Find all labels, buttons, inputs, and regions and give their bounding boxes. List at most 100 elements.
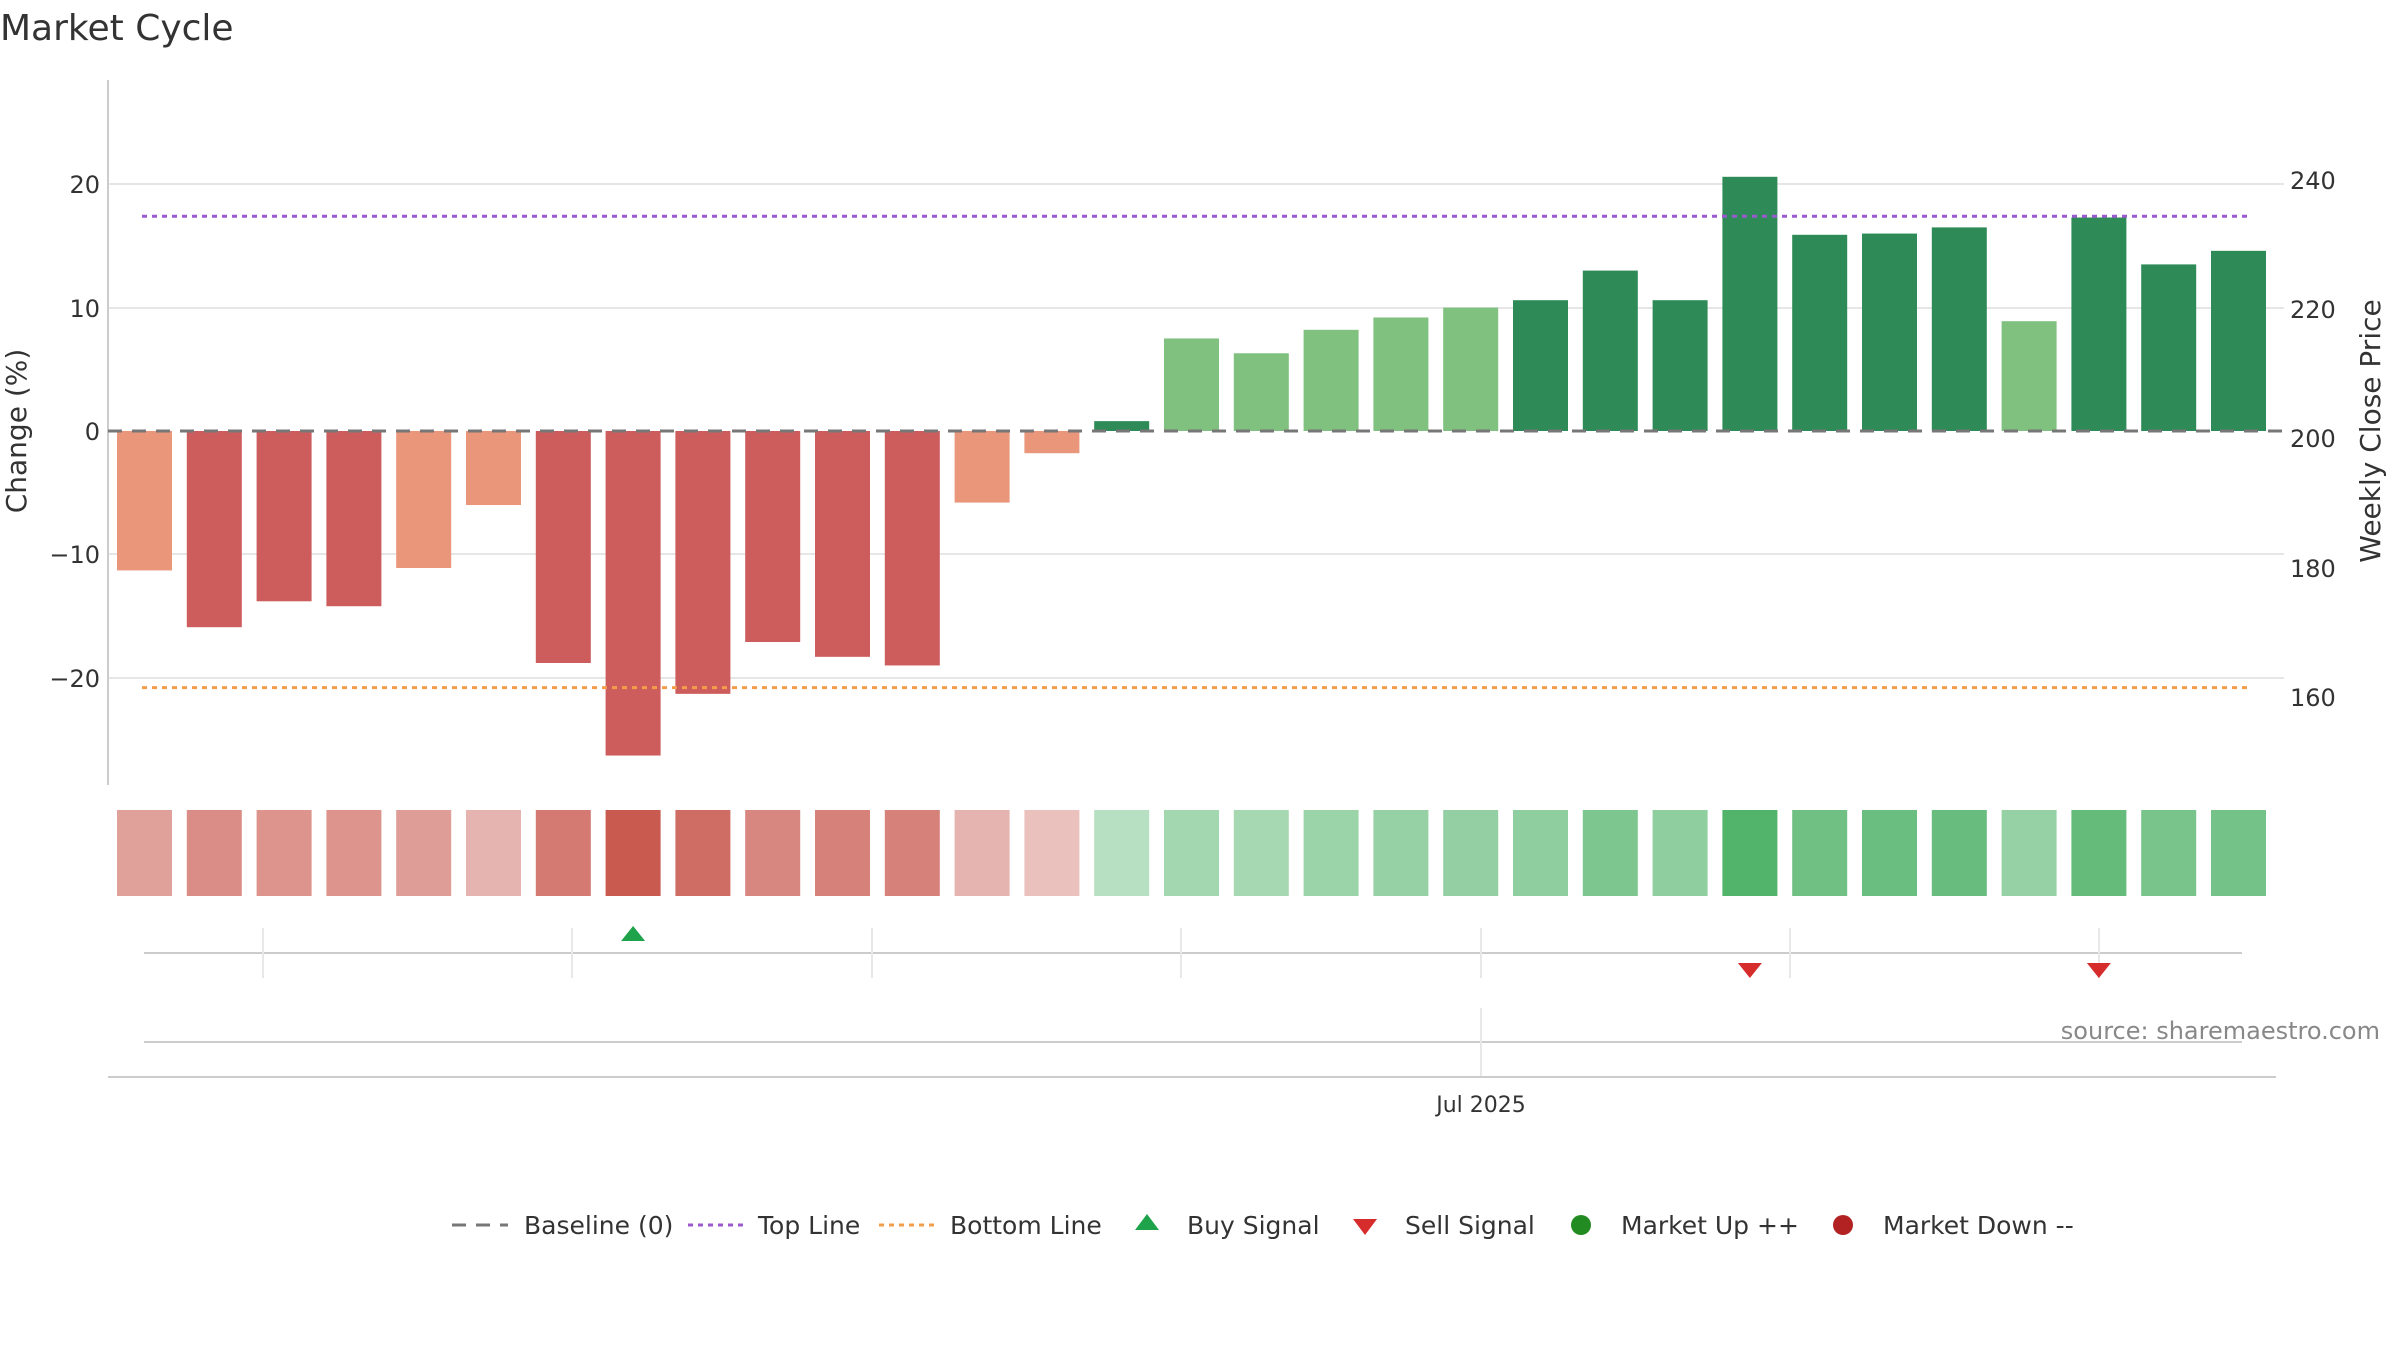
triangle-up-icon — [1135, 1214, 1159, 1230]
bar — [1164, 338, 1219, 431]
heat-cell — [605, 810, 661, 896]
buy-signal-marker — [621, 926, 646, 941]
heat-cell — [1792, 810, 1848, 896]
heat-cell — [1443, 810, 1499, 896]
sell-signal-marker — [1737, 963, 1762, 978]
right-axis: 240 220 200 180 160 Weekly Close Price — [2290, 167, 2387, 712]
bar — [466, 431, 521, 506]
market-strip: source: sharemaestro.com — [144, 1008, 2380, 1078]
bar — [186, 431, 242, 628]
left-tick-label: 10 — [69, 295, 100, 323]
heat-cell — [326, 810, 382, 896]
bar — [2071, 217, 2127, 431]
legend-label: Market Up ++ — [1621, 1211, 1799, 1240]
right-tick-label: 220 — [2290, 296, 2336, 324]
source-label: source: sharemaestro.com — [2061, 1017, 2380, 1045]
bar — [1024, 431, 1080, 454]
right-tick-label: 180 — [2290, 555, 2336, 583]
bar — [1792, 234, 1848, 431]
legend-label: Bottom Line — [950, 1211, 1102, 1240]
signal-markers — [621, 926, 2111, 978]
legend-item-market-down: Market Down -- — [1833, 1211, 2074, 1240]
heat-cell — [117, 810, 172, 896]
chart-title: Market Cycle — [0, 8, 234, 49]
bar — [1233, 353, 1289, 431]
bar — [1582, 270, 1638, 431]
bar — [815, 431, 870, 657]
left-tick-label: 20 — [69, 171, 100, 199]
bar — [1513, 300, 1568, 431]
legend-label: Market Down -- — [1883, 1211, 2074, 1240]
bar — [1443, 307, 1499, 431]
heat-cell — [1722, 810, 1778, 896]
heat-cell — [954, 810, 1010, 896]
legend-item-baseline: Baseline (0) — [452, 1211, 673, 1240]
heat-cell — [466, 810, 521, 896]
grid-lines — [108, 183, 2284, 679]
bar — [884, 431, 940, 666]
heat-cell — [1582, 810, 1638, 896]
triangle-down-icon — [1353, 1219, 1377, 1235]
legend-label: Baseline (0) — [524, 1211, 673, 1240]
left-axis-title: Change (%) — [0, 349, 33, 514]
right-axis-title: Weekly Close Price — [2354, 299, 2387, 562]
left-tick-label: −10 — [49, 541, 100, 569]
heat-cell — [256, 810, 312, 896]
left-tick-label: −20 — [49, 665, 100, 693]
bar — [954, 431, 1010, 503]
legend-label: Top Line — [757, 1211, 860, 1240]
strength-heat-strip — [117, 810, 2266, 896]
legend-item-market-up: Market Up ++ — [1571, 1211, 1799, 1240]
legend: Baseline (0) Top Line Bottom Line Buy Si… — [452, 1211, 2074, 1240]
bar — [2001, 321, 2057, 431]
heat-cell — [396, 810, 452, 896]
heat-cell — [815, 810, 870, 896]
heat-cell — [1513, 810, 1568, 896]
heat-cell — [1373, 810, 1429, 896]
right-tick-label: 240 — [2290, 167, 2336, 195]
heat-cell — [186, 810, 242, 896]
bar — [1373, 317, 1429, 431]
heat-cell — [2211, 810, 2266, 896]
heat-cell — [675, 810, 731, 896]
bar — [1931, 227, 1987, 431]
right-tick-label: 200 — [2290, 425, 2336, 453]
heat-cell — [884, 810, 940, 896]
signal-strip — [144, 926, 2242, 978]
bar — [1722, 176, 1778, 431]
left-axis: 20 10 0 −10 −20 Change (%) — [0, 171, 100, 693]
legend-label: Sell Signal — [1405, 1211, 1535, 1240]
bar-series — [117, 176, 2266, 756]
heat-cell — [1303, 810, 1359, 896]
heat-cell — [1094, 810, 1150, 896]
bar — [605, 431, 661, 756]
heat-cell — [2001, 810, 2057, 896]
bar — [745, 431, 801, 643]
bar — [1652, 300, 1708, 431]
heat-cell — [2141, 810, 2197, 896]
heat-cell — [1931, 810, 1987, 896]
bar — [1303, 329, 1359, 431]
legend-item-buy-signal: Buy Signal — [1135, 1211, 1320, 1240]
legend-item-top-line: Top Line — [688, 1211, 860, 1240]
heat-cell — [1024, 810, 1080, 896]
bar — [1862, 233, 1917, 431]
legend-item-bottom-line: Bottom Line — [879, 1211, 1102, 1240]
bar — [326, 431, 382, 607]
heat-cell — [2071, 810, 2127, 896]
bar — [2211, 250, 2266, 431]
x-axis: Jul 2025 — [108, 1076, 2276, 1118]
bar — [256, 431, 312, 602]
bar — [535, 431, 591, 663]
right-tick-label: 160 — [2290, 684, 2336, 712]
bar — [2141, 264, 2197, 431]
bar — [117, 431, 172, 571]
bar — [396, 431, 452, 568]
green-dot-icon — [1571, 1215, 1591, 1235]
legend-label: Buy Signal — [1187, 1211, 1320, 1240]
sell-signal-marker — [2086, 963, 2111, 978]
left-tick-label: 0 — [85, 418, 100, 446]
red-dot-icon — [1833, 1215, 1853, 1235]
heat-cell — [535, 810, 591, 896]
